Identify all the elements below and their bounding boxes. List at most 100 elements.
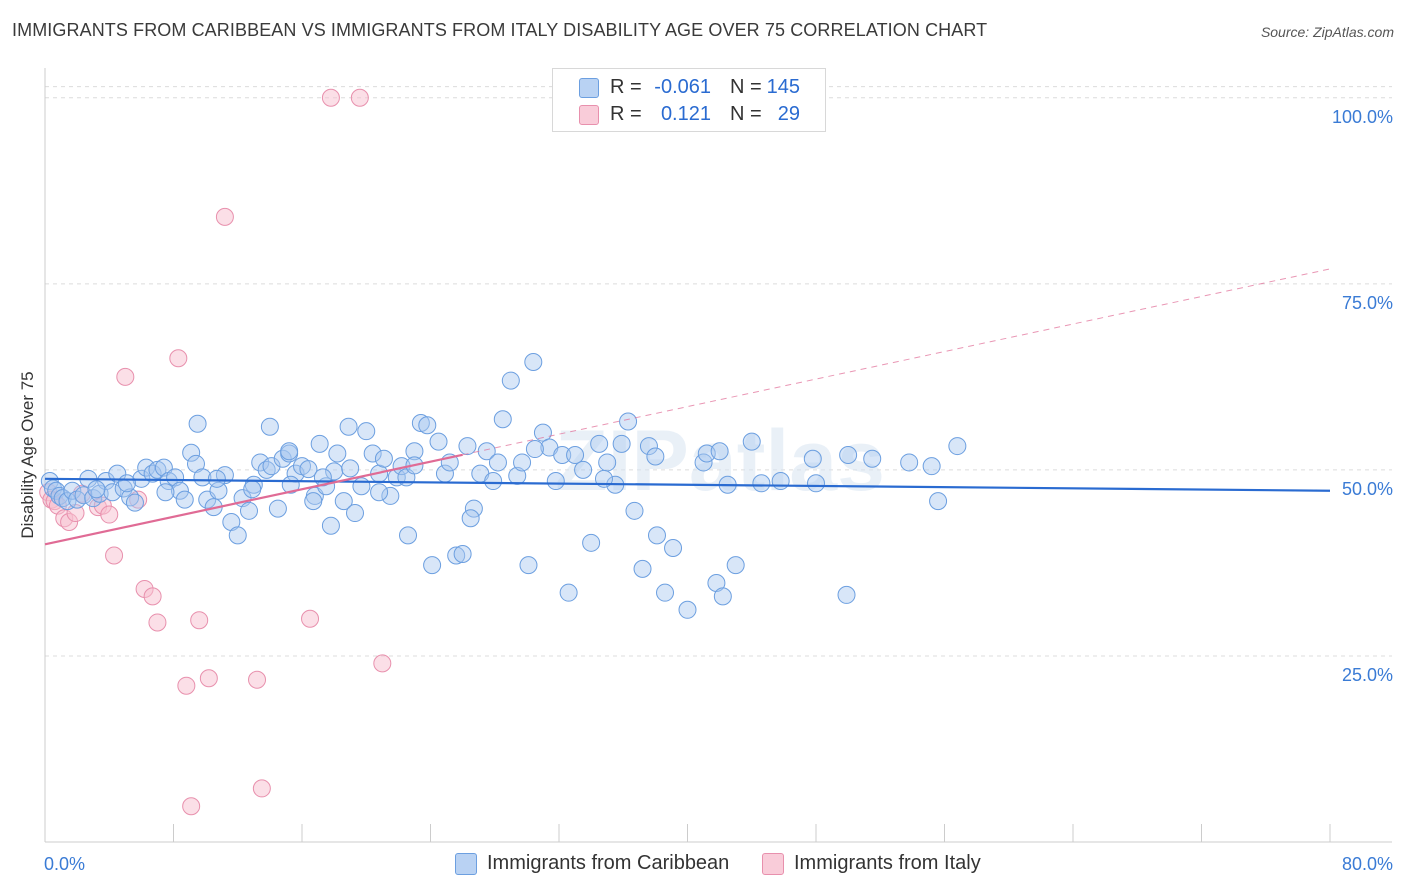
caribbean-point [193,468,212,487]
caribbean-point [559,583,578,602]
caribbean-point [143,464,162,483]
y-tick-label: 50.0% [1342,479,1393,499]
legend-r-label: R = [610,76,642,98]
caribbean-point [713,587,732,606]
x-tick-label: 0.0% [44,854,85,874]
caribbean-point [381,486,400,505]
caribbean-point [837,585,856,604]
caribbean-point [582,533,601,552]
caribbean-point [566,446,585,464]
caribbean-point [633,559,652,578]
caribbean-points [40,352,967,619]
caribbean-point [553,446,572,464]
caribbean-point [341,459,360,478]
caribbean-point [44,479,63,498]
caribbean-point [352,477,371,496]
caribbean-point [363,444,382,463]
caribbean-point [268,499,287,518]
caribbean-point [239,501,258,520]
caribbean-point [807,474,825,493]
caribbean-point [922,457,941,476]
caribbean-point [771,472,790,491]
caribbean-point [346,504,365,523]
caribbean-point [228,526,247,545]
caribbean-point [525,440,544,459]
caribbean-point [370,483,389,502]
caribbean-point [334,492,353,511]
caribbean-point [839,446,858,464]
caribbean-point [58,492,77,511]
correlation-legend: R = -0.061 N = 145 R = 0.121 N = 29 [552,68,826,132]
legend-n-label: N = [730,103,762,125]
caribbean-point [458,437,477,456]
caribbean-point [260,417,279,436]
legend-row-italy: R = 0.121 N = 29 [553,101,825,127]
caribbean-point [742,432,761,451]
caribbean-point [423,556,442,575]
italy-point [190,611,209,630]
caribbean-point [803,449,822,468]
caribbean-point [108,464,127,483]
trend-lines [44,268,1331,546]
caribbean-point [524,352,543,371]
legend-n-label: N = [730,76,762,98]
italy-swatch [762,853,784,875]
italy-point [177,676,196,695]
legend-r-label: R = [610,103,642,125]
caribbean-swatch [455,853,477,875]
x-tick-label: 80.0% [1342,854,1393,874]
caribbean-point [188,414,207,433]
italy-point [301,609,320,628]
y-tick-label: 75.0% [1342,293,1393,313]
caribbean-point [399,526,418,545]
source-credit: Source: ZipAtlas.com [1260,24,1394,40]
caribbean-point [546,472,565,491]
caribbean-point [752,474,771,493]
caribbean-legend-label: Immigrants from Caribbean [487,852,730,874]
grid-lines [45,86,1392,657]
caribbean-point [374,449,393,468]
italy-point [116,367,135,386]
caribbean-point [299,460,318,479]
tick-labels: 25.0% 50.0% 75.0% 100.0% 0.0% 80.0% [44,107,1393,874]
caribbean-point [646,447,665,466]
caribbean-point [339,417,358,436]
caribbean-point [166,468,185,487]
caribbean-point [488,453,507,472]
y-axis-label: Disability Age Over 75 [18,371,37,538]
italy-point [148,613,167,632]
legend-n-value: 145 [766,76,800,98]
legend-r-value: 0.121 [660,103,711,125]
italy-legend-label: Immigrants from Italy [794,852,981,874]
italy-trend-line-extension [462,268,1331,456]
caribbean-point [453,544,472,563]
caribbean-point [405,442,424,461]
caribbean-point [519,556,538,575]
italy-point [373,654,392,673]
italy-point [100,505,119,524]
caribbean-point [461,509,480,528]
caribbean-swatch [579,78,599,98]
caribbean-point [243,480,262,499]
italy-point [350,88,369,107]
caribbean-point [262,457,281,476]
caribbean-point [710,442,729,461]
caribbean-point [501,371,520,390]
caribbean-point [156,483,175,502]
italy-point [248,670,267,689]
caribbean-point [117,474,136,493]
caribbean-point [590,434,609,453]
caribbean-trend-line [44,477,1331,492]
caribbean-point [726,556,745,575]
caribbean-point [639,437,658,456]
caribbean-point [121,488,140,507]
caribbean-point [53,489,72,508]
caribbean-point [464,499,483,518]
italy-point [143,587,162,606]
caribbean-point [647,526,666,545]
caribbean-point [418,416,437,435]
caribbean-point [125,493,144,512]
caribbean-point [87,480,106,499]
caribbean-point [484,472,503,491]
legend-row-caribbean: R = -0.061 N = 145 [553,74,825,100]
